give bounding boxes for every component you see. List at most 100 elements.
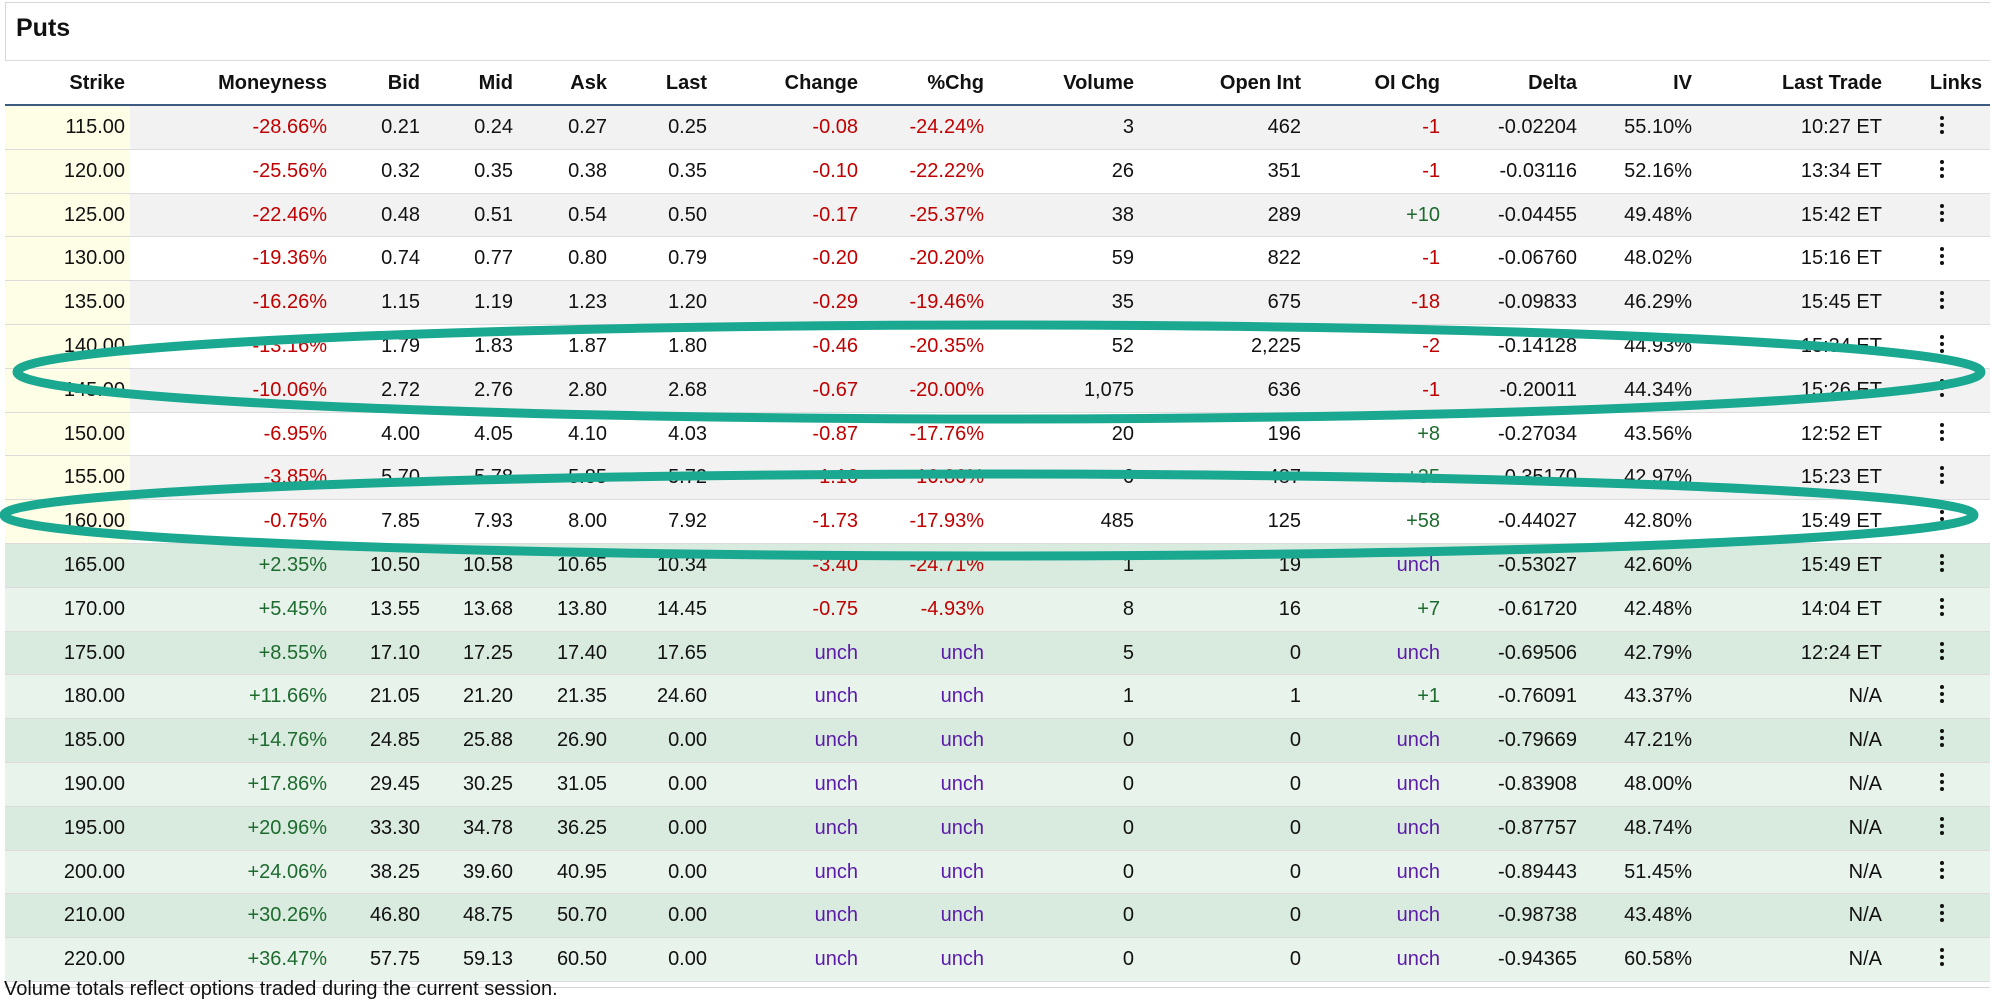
cell-strike[interactable]: 165.00 [63,553,125,576]
column-header-lasttrade[interactable]: Last Trade [1781,72,1882,94]
more-options-icon[interactable] [1939,421,1945,447]
more-options-icon[interactable] [1939,596,1945,622]
cell-strike[interactable]: 220.00 [63,948,125,971]
cell-strike[interactable]: 145.00 [63,378,125,401]
table-row[interactable]: 190.00 +17.86% 29.45 30.25 31.05 0.00 unch unch… [5,762,1990,807]
cell-strike[interactable]: 200.00 [63,860,125,883]
table-header: Strike Moneyness Bid Mid Ask Last Change %Chg Vo… [5,60,1990,106]
table-row[interactable]: 180.00 +11.66% 21.05 21.20 21.35 24.60 unch unc… [5,675,1990,720]
cell-strike[interactable]: 190.00 [63,772,125,795]
cell-openint: 196 [1267,422,1301,445]
cell-mid: 39.60 [462,860,513,883]
more-options-icon[interactable] [1939,289,1945,315]
table-row[interactable]: 165.00 +2.35% 10.50 10.58 10.65 10.34 -3.40 -24… [5,543,1990,588]
table-row[interactable]: 175.00 +8.55% 17.10 17.25 17.40 17.65 unch unch… [5,631,1990,676]
more-options-icon[interactable] [1939,815,1945,841]
cell-strike[interactable]: 115.00 [65,116,125,138]
more-options-icon[interactable] [1939,683,1945,709]
more-options-icon[interactable] [1939,508,1945,534]
table-row[interactable]: 115.00 -28.66% 0.21 0.24 0.27 0.25 -0.08 -24.24… [5,106,1990,150]
cell-iv: 48.02% [1624,247,1692,270]
column-header-openint[interactable]: Open Int [1219,72,1301,94]
table-row[interactable]: 210.00 +30.26% 46.80 48.75 50.70 0.00 unch unch… [5,894,1990,939]
table-row[interactable]: 140.00 -13.16% 1.79 1.83 1.87 1.80 -0.46 -20.35… [5,324,1990,369]
table-row[interactable]: 185.00 +14.76% 24.85 25.88 26.90 0.00 unch unch… [5,719,1990,763]
table-row[interactable]: 130.00 -19.36% 0.74 0.77 0.80 0.79 -0.20 -20.20… [5,237,1990,282]
more-options-icon[interactable] [1939,114,1945,140]
table-row[interactable]: 125.00 -22.46% 0.48 0.51 0.54 0.50 -0.17 -25.37… [5,193,1990,238]
column-header-strike[interactable]: Strike [69,72,125,94]
column-header-mid[interactable]: Mid [478,72,513,94]
table-row[interactable]: 220.00 +36.47% 57.75 59.13 60.50 0.00 unch unch… [5,938,1990,982]
more-options-icon[interactable] [1939,158,1945,184]
cell-iv: 42.80% [1624,510,1692,533]
cell-moneyness: -10.06% [252,378,328,401]
cell-oichg: unch [1396,553,1440,576]
more-options-icon[interactable] [1939,552,1945,578]
column-header-pctchg[interactable]: %Chg [927,72,984,94]
more-options-icon[interactable] [1939,640,1945,666]
cell-strike[interactable]: 175.00 [63,641,125,664]
cell-strike[interactable]: 120.00 [63,159,125,182]
cell-strike[interactable]: 170.00 [63,597,125,620]
cell-delta: -0.83908 [1498,772,1577,795]
cell-strike[interactable]: 195.00 [63,816,125,839]
column-header-change[interactable]: Change [784,72,858,94]
table-row[interactable]: 145.00 -10.06% 2.72 2.76 2.80 2.68 -0.67 -20.00… [5,368,1990,413]
cell-oichg: +10 [1406,203,1440,226]
cell-mid: 2.76 [474,378,513,401]
column-header-last[interactable]: Last [665,72,707,94]
cell-lasttrade: N/A [1848,860,1882,883]
column-header-delta[interactable]: Delta [1528,72,1577,94]
cell-strike[interactable]: 140.00 [63,334,125,357]
column-header-iv[interactable]: IV [1673,72,1692,94]
cell-strike[interactable]: 130.00 [63,247,125,270]
cell-strike[interactable]: 155.00 [63,466,125,489]
more-options-icon[interactable] [1939,902,1945,928]
table-row[interactable]: 120.00 -25.56% 0.32 0.35 0.38 0.35 -0.10 -22.22… [5,149,1990,194]
more-options-icon[interactable] [1939,727,1945,753]
cell-strike[interactable]: 185.00 [63,729,125,752]
options-table-body: 115.00 -28.66% 0.21 0.24 0.27 0.25 -0.08 -24.24… [5,106,1990,982]
more-options-icon[interactable] [1939,202,1945,228]
cell-delta: -0.69506 [1498,641,1577,664]
cell-strike[interactable]: 135.00 [63,291,125,314]
table-row[interactable]: 160.00 -0.75% 7.85 7.93 8.00 7.92 -1.73 -17.93%… [5,500,1990,544]
column-header-volume[interactable]: Volume [1063,72,1134,94]
table-row[interactable]: 195.00 +20.96% 33.30 34.78 36.25 0.00 unch unch… [5,806,1990,851]
table-row[interactable]: 150.00 -6.95% 4.00 4.05 4.10 4.03 -0.87 -17.76%… [5,412,1990,457]
more-options-icon[interactable] [1939,946,1945,972]
more-options-icon[interactable] [1939,245,1945,271]
column-header-oichg[interactable]: OI Chg [1374,72,1440,94]
more-options-icon[interactable] [1939,377,1945,403]
table-row[interactable]: 200.00 +24.06% 38.25 39.60 40.95 0.00 unch unch… [5,850,1990,895]
table-row[interactable]: 170.00 +5.45% 13.55 13.68 13.80 14.45 -0.75 -4.… [5,587,1990,632]
table-row[interactable]: 135.00 -16.26% 1.15 1.19 1.23 1.20 -0.29 -19.46… [5,281,1990,325]
cell-volume: 52 [1111,334,1134,357]
cell-strike[interactable]: 210.00 [63,904,125,927]
more-options-icon[interactable] [1939,771,1945,797]
cell-bid: 46.80 [369,904,420,927]
cell-openint: 462 [1267,116,1301,138]
cell-volume: 0 [1122,904,1134,927]
cell-change: unch [814,948,858,971]
column-header-moneyness[interactable]: Moneyness [218,72,327,94]
cell-bid: 21.05 [369,685,420,708]
cell-oichg: unch [1396,772,1440,795]
more-options-icon[interactable] [1939,464,1945,490]
cell-last: 24.60 [656,685,707,708]
cell-strike[interactable]: 180.00 [63,685,125,708]
cell-pctchg: unch [940,641,984,664]
cell-strike[interactable]: 125.00 [63,203,125,226]
table-row[interactable]: 155.00 -3.85% 5.70 5.78 5.85 5.72 -1.16 -16.86%… [5,456,1990,501]
column-header-ask[interactable]: Ask [570,72,607,94]
cell-openint: 0 [1289,904,1301,927]
more-options-icon[interactable] [1939,333,1945,359]
cell-strike[interactable]: 160.00 [63,510,125,533]
cell-change: unch [814,816,858,839]
more-options-icon[interactable] [1939,859,1945,885]
cell-strike[interactable]: 150.00 [63,422,125,445]
cell-ask: 0.38 [568,159,607,182]
column-header-bid[interactable]: Bid [387,72,420,94]
cell-oichg: unch [1396,729,1440,752]
